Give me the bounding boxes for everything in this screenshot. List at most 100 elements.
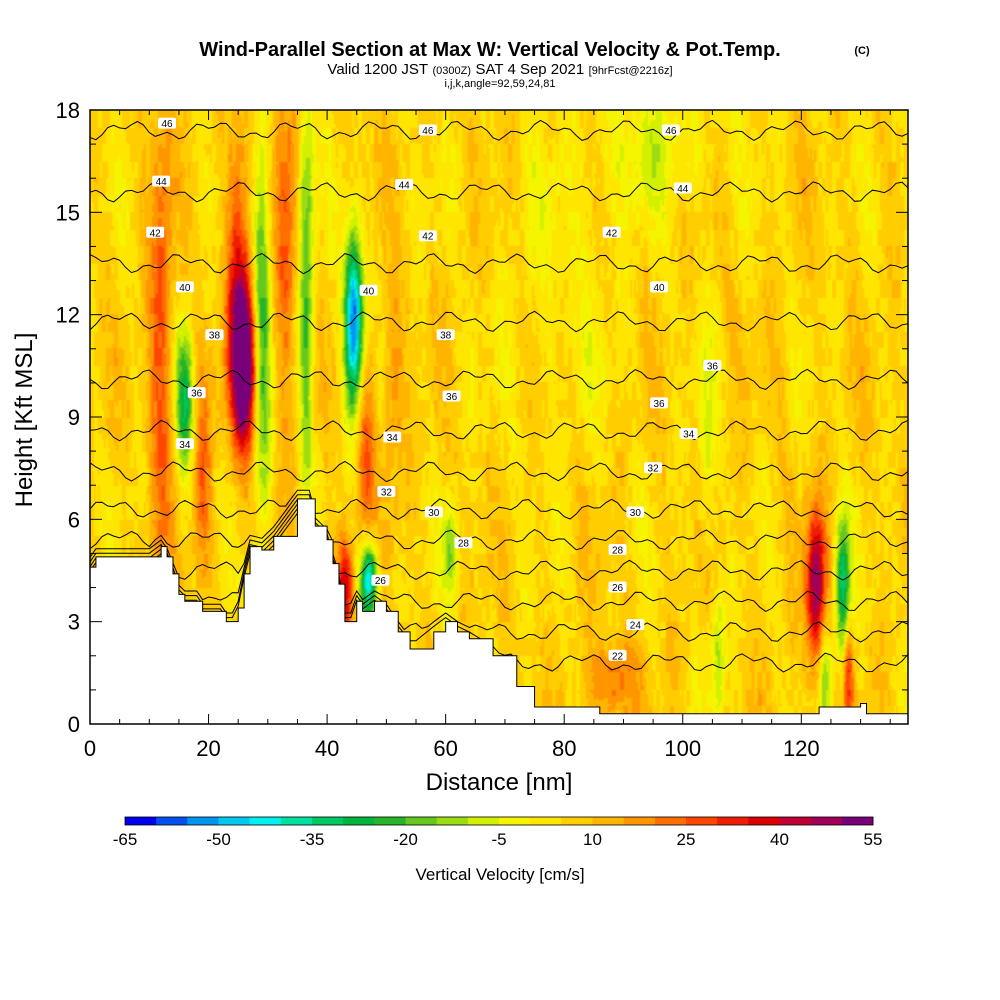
isentrope-label: 28 (608, 544, 627, 557)
svg-text:44: 44 (156, 177, 168, 188)
colorbar-swatch (717, 817, 749, 825)
colorbar-swatch (156, 817, 188, 825)
isentrope-theta-42 (90, 252, 908, 275)
svg-text:24: 24 (630, 621, 642, 632)
colorbar-swatch (467, 817, 500, 825)
colorbar-swatch (374, 817, 406, 825)
isentrope-theta-28 (90, 498, 908, 582)
svg-text:34: 34 (683, 430, 695, 441)
colorbar-swatch (218, 817, 251, 825)
isentrope-label: 42 (146, 226, 165, 239)
svg-text:32: 32 (381, 488, 393, 499)
svg-text:38: 38 (440, 331, 452, 342)
colorbar-label: 25 (677, 830, 696, 849)
subtitle-indices: i,j,k,angle=92,59,24,81 (444, 78, 555, 90)
isentrope-label: 26 (371, 574, 390, 587)
colorbar-frame (124, 816, 874, 826)
isentrope-labels: 46 46 46 44 44 44 42 42 42 40 40 40 38 38 36 36 36 36 34 34… (146, 117, 722, 662)
svg-text:42: 42 (606, 228, 618, 239)
chart-subtitle: Valid 1200 JST (0300Z) SAT 4 Sep 2021 [9… (327, 61, 672, 78)
svg-text:46: 46 (161, 119, 173, 130)
y-tick-label: 6 (68, 507, 80, 532)
terrain-mask (90, 498, 908, 724)
colorbar-label: -20 (393, 830, 418, 849)
isentrope-theta-26 (90, 503, 908, 612)
colorbar-swatch (748, 817, 780, 825)
isentrope-label: 40 (650, 281, 669, 294)
colorbar-swatch (841, 817, 874, 825)
isentrope-label: 32 (644, 462, 663, 475)
svg-text:34: 34 (387, 433, 399, 444)
colorbar-label: -5 (491, 830, 506, 849)
svg-text:36: 36 (191, 389, 203, 400)
svg-text:26: 26 (612, 583, 624, 594)
colorbar-swatch (592, 817, 625, 825)
svg-text:40: 40 (363, 286, 375, 297)
isentrope-label: 40 (175, 281, 194, 294)
isentrope-label: 46 (418, 124, 437, 137)
x-tick-label: 120 (783, 736, 820, 761)
copyright-mark: (C) (854, 45, 870, 57)
plot-area: 46 46 46 44 44 44 42 42 42 40 40 40 38 38 36 36 36 36 34 34… (90, 110, 908, 724)
y-tick-label: 12 (56, 303, 80, 328)
colorbar-swatch (249, 817, 282, 825)
svg-text:28: 28 (612, 546, 624, 557)
subtitle-date: SAT 4 Sep 2021 (475, 61, 584, 78)
colorbar-swatch (561, 817, 593, 825)
svg-text:34: 34 (179, 440, 191, 451)
y-tick-label: 18 (56, 98, 80, 123)
isentrope-label: 38 (436, 329, 455, 342)
isentrope-label: 40 (359, 284, 378, 297)
isentrope-label: 24 (626, 619, 645, 632)
isentrope-label: 44 (673, 182, 692, 195)
colorbar-swatch (405, 817, 438, 825)
colorbar-swatch (623, 817, 656, 825)
colorbar-swatch (280, 817, 313, 825)
colorbar-swatch (187, 817, 219, 825)
svg-text:36: 36 (707, 361, 719, 372)
isentrope-theta-44 (90, 181, 908, 203)
x-tick-label: 0 (84, 736, 96, 761)
colorbar-label: 10 (583, 830, 602, 849)
y-tick-label: 3 (68, 610, 80, 635)
isentrope-theta-32 (90, 489, 908, 520)
isentrope-label: 36 (442, 390, 461, 403)
isentrope-label: 36 (650, 397, 669, 410)
colorbar-swatch (343, 817, 375, 825)
svg-text:30: 30 (428, 508, 440, 519)
isentrope-label: 42 (418, 230, 437, 243)
svg-text:40: 40 (179, 283, 191, 294)
colorbar-label: -35 (300, 830, 325, 849)
colorbar-label: -50 (206, 830, 231, 849)
x-tick-label: 100 (664, 736, 701, 761)
isentrope-label: 36 (187, 387, 206, 400)
svg-text:42: 42 (150, 228, 162, 239)
colorbar-swatch (125, 817, 157, 825)
isentrope-theta-38 (90, 368, 908, 390)
colorbar-swatch (779, 817, 812, 825)
svg-text:44: 44 (677, 184, 689, 195)
svg-text:46: 46 (665, 126, 677, 137)
isentrope-label: 44 (152, 175, 171, 188)
isentrope-label: 28 (454, 537, 473, 550)
x-tick-label: 20 (196, 736, 220, 761)
subtitle-valid-time: Valid 1200 JST (327, 61, 428, 78)
isentrope-theta-34 (90, 460, 908, 483)
isentrope-label: 30 (424, 506, 443, 519)
isentrope-label: 42 (602, 226, 621, 239)
colorbar-label: -65 (113, 830, 138, 849)
colorbar-label: 55 (864, 830, 883, 849)
colorbar-swatch (686, 817, 718, 825)
subtitle-utc: (0300Z) (433, 65, 472, 77)
isentrope-theta-46 (90, 119, 908, 141)
isentrope-lines (90, 119, 908, 673)
x-axis-label: Distance [nm] (426, 769, 573, 796)
colorbar: -65 -50 -35 -20 -5 10 25 40 55 (113, 816, 883, 849)
chart-title: Wind-Parallel Section at Max W: Vertical… (199, 39, 780, 61)
y-axis-label: Height [Kft MSL] (11, 333, 38, 508)
colorbar-swatch (810, 817, 843, 825)
svg-text:46: 46 (422, 126, 434, 137)
isentrope-label: 34 (383, 431, 402, 444)
y-tick-label: 15 (56, 200, 80, 225)
